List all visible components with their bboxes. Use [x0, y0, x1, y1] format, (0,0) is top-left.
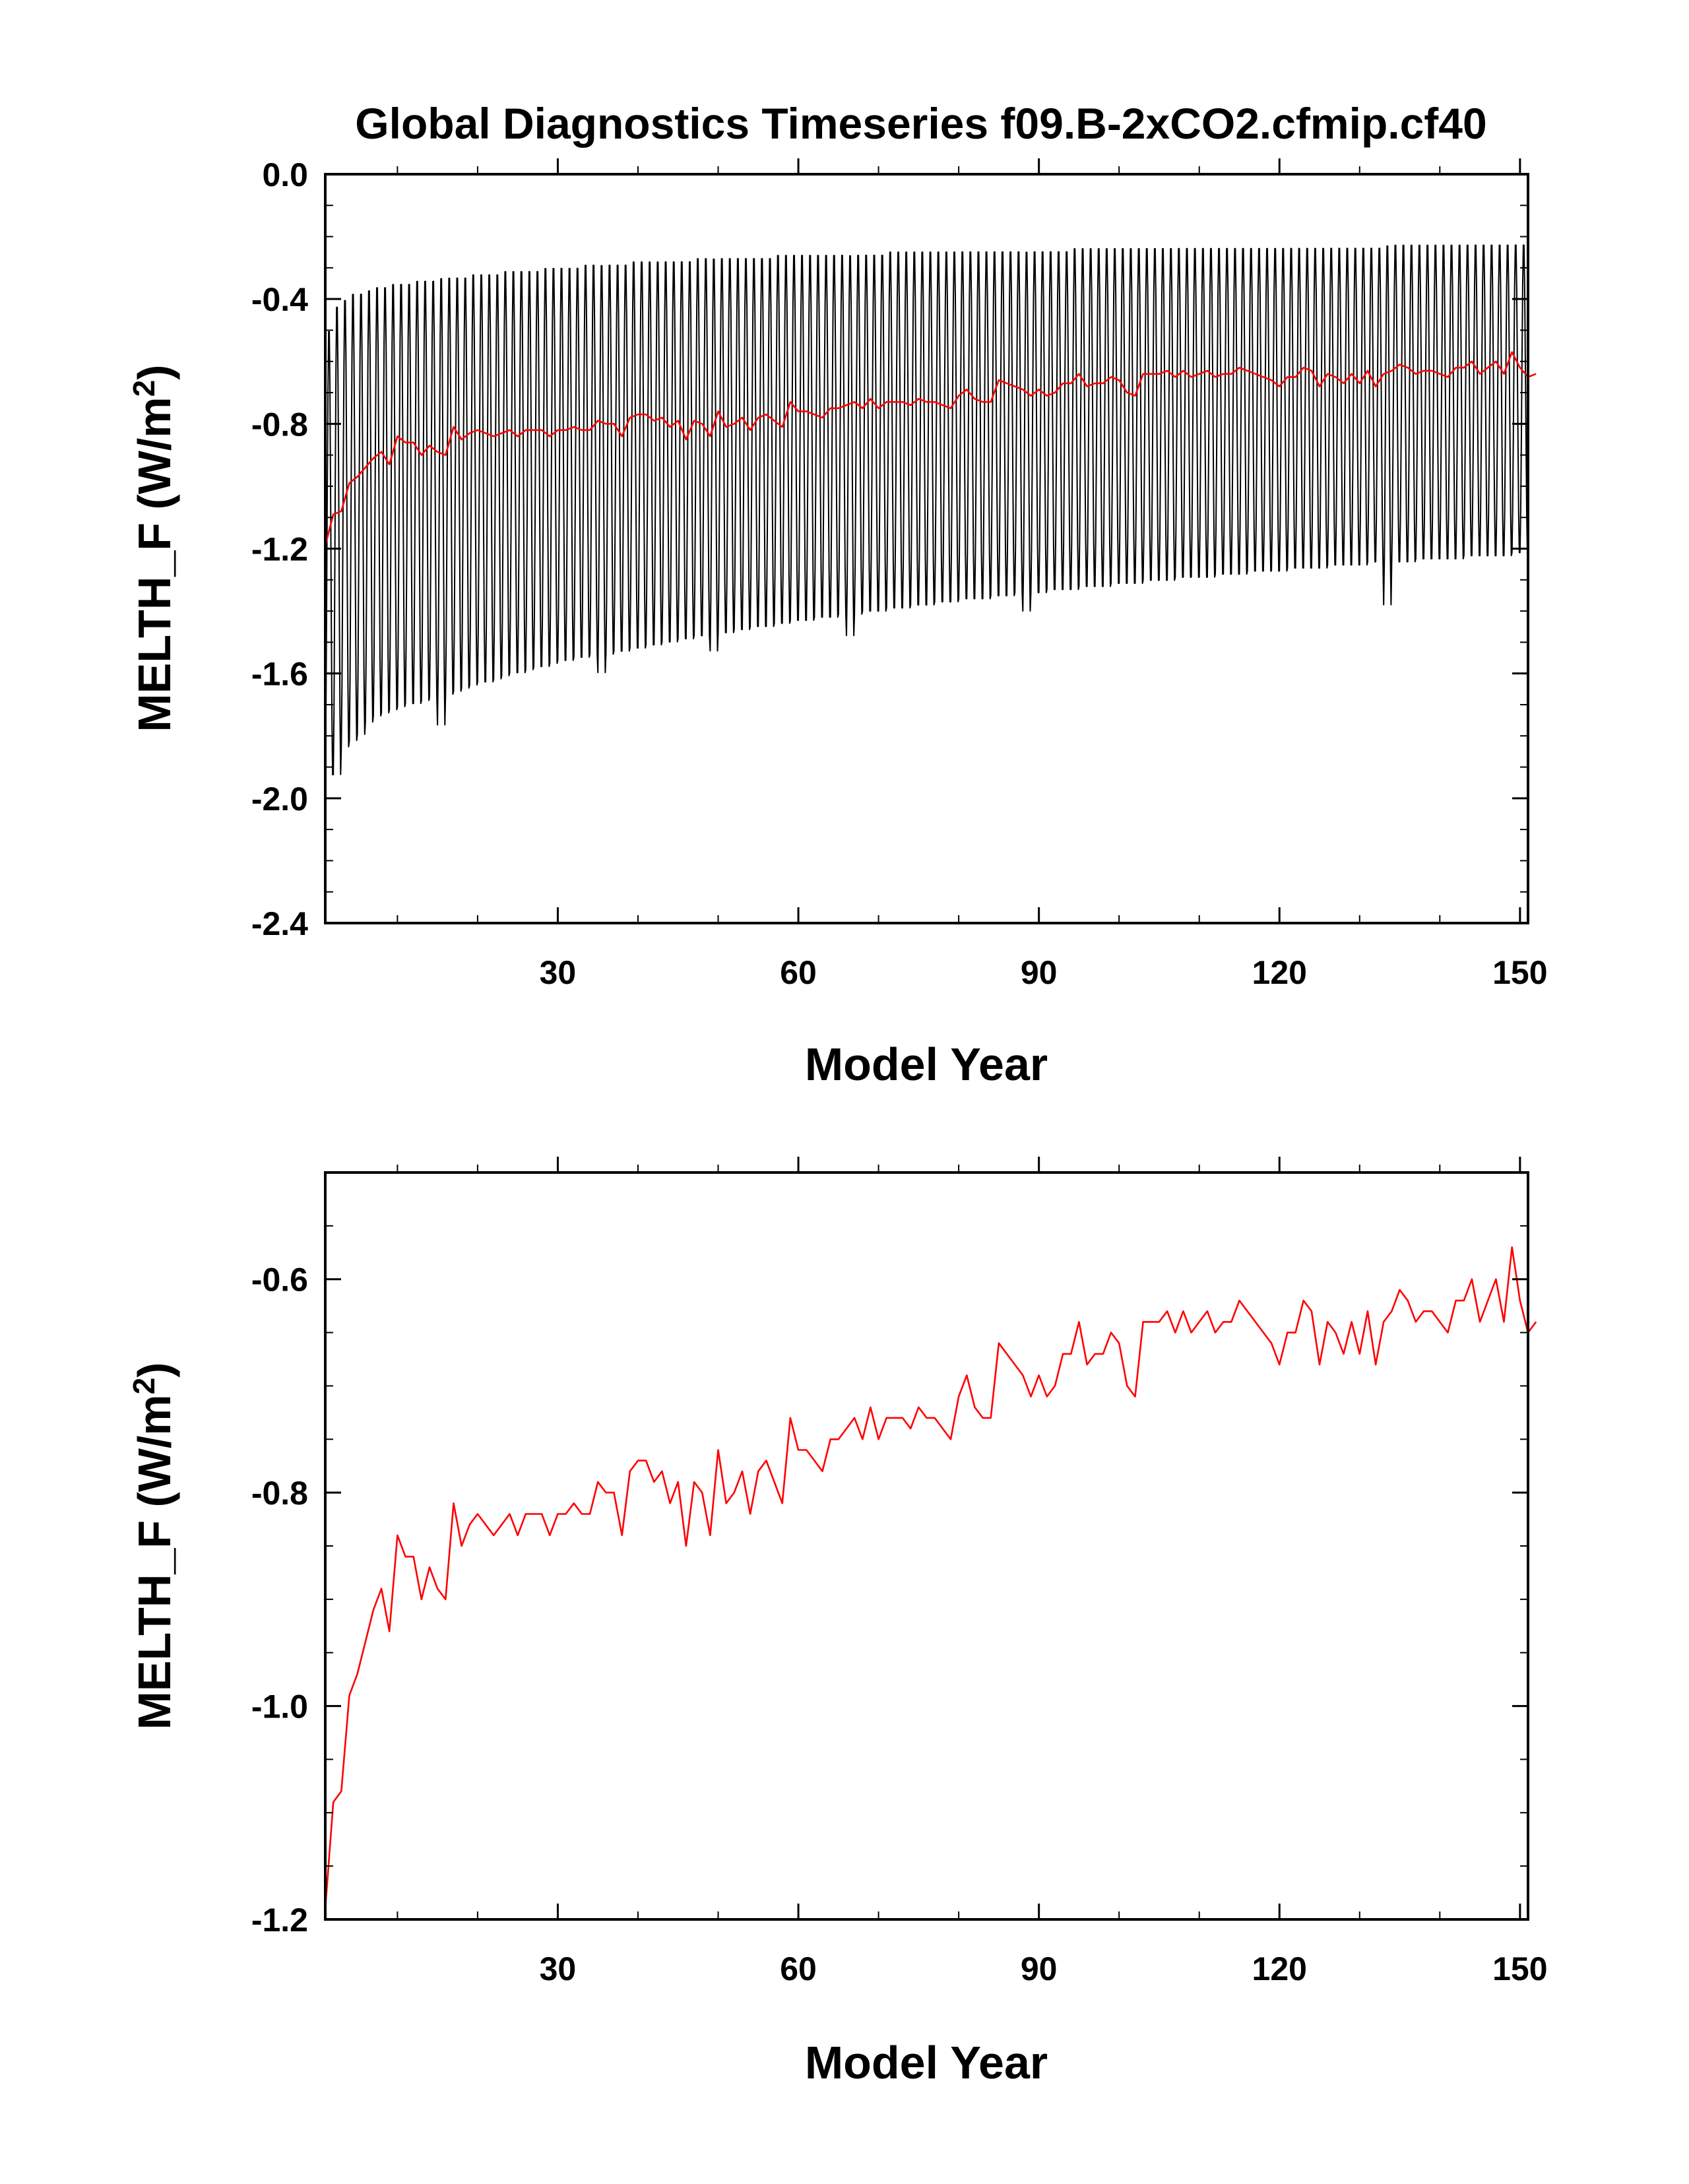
- top-y-tick-label: -1.2: [251, 531, 308, 568]
- top-x-tick-label: 30: [540, 954, 577, 991]
- bottom-plot-lines: [324, 1246, 1537, 1909]
- top-y-axis-label-exp: 2: [127, 380, 161, 397]
- top-y-axis-label: MELTH_F (W/m2): [127, 365, 180, 732]
- bottom-y-axis-label-main: MELTH_F (W/m: [129, 1394, 180, 1729]
- top-plot-frame: [324, 173, 1529, 924]
- top-y-tick-label: -2.0: [251, 781, 308, 818]
- top-x-tick-label: 120: [1252, 954, 1307, 991]
- top-x-tick-label: 90: [1021, 954, 1058, 991]
- top-y-tick-label: -2.4: [251, 905, 308, 942]
- bottom-y-tick-label: -1.2: [251, 1902, 308, 1939]
- top-plot-lines: [324, 244, 1537, 776]
- top-y-axis-label-close: ): [129, 365, 180, 380]
- top-panel: 30 60 90 120 1500.0-0.4-0.8-1.2-1.6-2.0-2.4 …: [127, 156, 1548, 1090]
- bottom-x-tick-label: 30: [540, 1950, 577, 1987]
- bottom-tick-labels: 30 60 90 120 150 -0.6 -0.8 -1.0 -1.2: [251, 1262, 1548, 1987]
- top-y-tick-label: -1.6: [251, 656, 308, 693]
- figure-title: Global Diagnostics Timeseries f09.B-2xCO…: [355, 99, 1486, 148]
- bottom-plot-frame: [324, 1171, 1529, 1921]
- bottom-x-tick-label: 90: [1021, 1950, 1058, 1987]
- bottom-y-tick-label: -0.6: [251, 1262, 308, 1299]
- bottom-x-tick-label: 120: [1252, 1950, 1307, 1987]
- top-tick-labels: 30 60 90 120 150 0.0 -0.4 -0.8 -1.2 -1.6 -2.0 -2.4: [251, 156, 1548, 991]
- bottom-x-tick-label: 150: [1492, 1950, 1547, 1987]
- top-y-tick-label: 0.0: [262, 156, 308, 193]
- bottom-y-axis-label-close: ): [129, 1363, 180, 1378]
- top-x-axis-label: Model Year: [805, 1039, 1048, 1090]
- bottom-y-tick-label: -0.8: [251, 1475, 308, 1512]
- top-y-tick-label: -0.8: [251, 406, 308, 443]
- bottom-panel: 30 60 90 120 150-0.6-0.8-1.0-1.2 Model Year …: [127, 1157, 1548, 2088]
- bottom-y-axis-label: MELTH_F (W/m2): [127, 1363, 180, 1730]
- top-x-tick-label: 150: [1492, 954, 1547, 991]
- bottom-x-axis-label: Model Year: [805, 2037, 1048, 2088]
- top-x-tick-label: 60: [780, 954, 817, 991]
- top-y-tick-label: -0.4: [251, 281, 308, 318]
- bottom-y-axis-label-exp: 2: [127, 1378, 161, 1395]
- top-series-monthly-line: [325, 244, 1528, 776]
- bottom-series-annual-line: [324, 1246, 1537, 1909]
- bottom-ticks: [325, 1157, 1528, 1921]
- top-y-axis-label-main: MELTH_F (W/m: [129, 397, 180, 732]
- top-series-annual-line: [324, 351, 1537, 546]
- bottom-x-tick-label: 60: [780, 1950, 817, 1987]
- bottom-y-tick-label: -1.0: [251, 1688, 308, 1725]
